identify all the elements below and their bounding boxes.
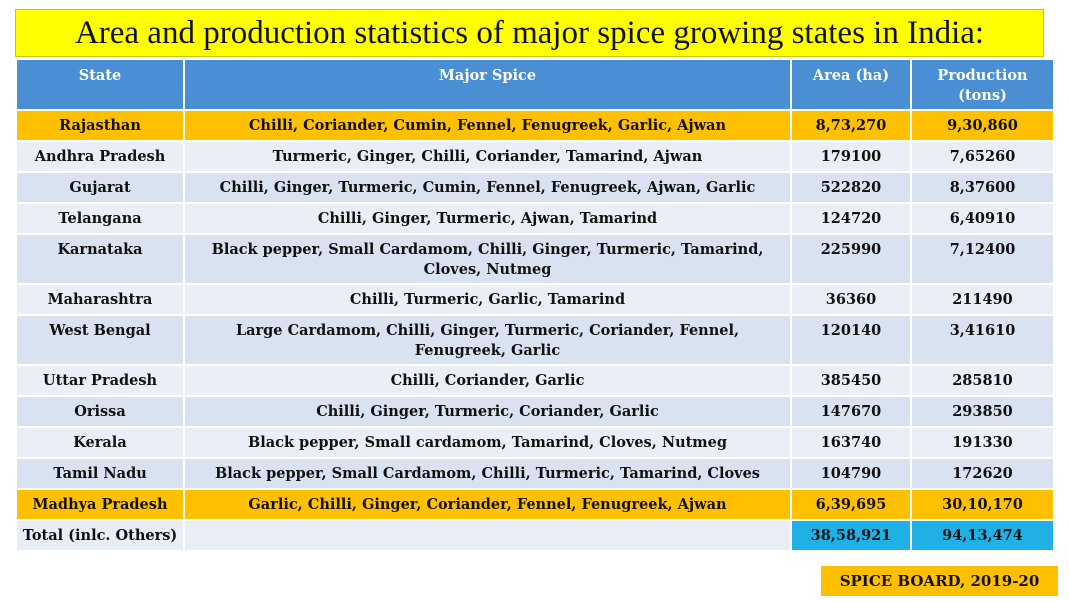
table-header-row: State Major Spice Area (ha) Production (… bbox=[15, 58, 1055, 111]
cell-area: 163740 bbox=[790, 426, 912, 459]
cell-area: 104790 bbox=[790, 457, 912, 490]
table-row: Gujarat Chilli, Ginger, Turmeric, Cumin,… bbox=[15, 171, 1055, 204]
header-state: State bbox=[15, 58, 185, 111]
cell-state: Gujarat bbox=[15, 171, 185, 204]
cell-state: Telangana bbox=[15, 202, 185, 235]
cell-state: Orissa bbox=[15, 395, 185, 428]
cell-state: Maharashtra bbox=[15, 283, 185, 316]
cell-spice: Large Cardamom, Chilli, Ginger, Turmeric… bbox=[183, 314, 792, 366]
spice-statistics-table: State Major Spice Area (ha) Production (… bbox=[15, 58, 1055, 552]
total-production: 94,13,474 bbox=[910, 519, 1055, 552]
cell-state: Madhya Pradesh bbox=[15, 488, 185, 521]
cell-spice: Chilli, Ginger, Turmeric, Ajwan, Tamarin… bbox=[183, 202, 792, 235]
cell-spice: Chilli, Turmeric, Garlic, Tamarind bbox=[183, 283, 792, 316]
table-row: Orissa Chilli, Ginger, Turmeric, Coriand… bbox=[15, 395, 1055, 428]
source-label: SPICE BOARD, 2019-20 bbox=[821, 566, 1058, 596]
cell-state: Uttar Pradesh bbox=[15, 364, 185, 397]
table-row: Karnataka Black pepper, Small Cardamom, … bbox=[15, 233, 1055, 285]
cell-production: 285810 bbox=[910, 364, 1055, 397]
cell-area: 6,39,695 bbox=[790, 488, 912, 521]
cell-state: Rajasthan bbox=[15, 109, 185, 142]
cell-production: 191330 bbox=[910, 426, 1055, 459]
cell-area: 124720 bbox=[790, 202, 912, 235]
cell-area: 522820 bbox=[790, 171, 912, 204]
cell-area: 8,73,270 bbox=[790, 109, 912, 142]
cell-area: 147670 bbox=[790, 395, 912, 428]
table-row: Rajasthan Chilli, Coriander, Cumin, Fenn… bbox=[15, 109, 1055, 142]
header-major-spice: Major Spice bbox=[183, 58, 792, 111]
cell-spice: Chilli, Coriander, Cumin, Fennel, Fenugr… bbox=[183, 109, 792, 142]
table-row: Madhya Pradesh Garlic, Chilli, Ginger, C… bbox=[15, 488, 1055, 521]
cell-spice: Black pepper, Small Cardamom, Chilli, Gi… bbox=[183, 233, 792, 285]
cell-state: West Bengal bbox=[15, 314, 185, 366]
total-area: 38,58,921 bbox=[790, 519, 912, 552]
total-spice bbox=[183, 519, 792, 552]
cell-production: 7,12400 bbox=[910, 233, 1055, 285]
cell-spice: Black pepper, Small Cardamom, Chilli, Tu… bbox=[183, 457, 792, 490]
cell-spice: Garlic, Chilli, Ginger, Coriander, Fenne… bbox=[183, 488, 792, 521]
cell-spice: Turmeric, Ginger, Chilli, Coriander, Tam… bbox=[183, 140, 792, 173]
table-row: Tamil Nadu Black pepper, Small Cardamom,… bbox=[15, 457, 1055, 490]
cell-production: 3,41610 bbox=[910, 314, 1055, 366]
cell-spice: Chilli, Ginger, Turmeric, Coriander, Gar… bbox=[183, 395, 792, 428]
cell-area: 36360 bbox=[790, 283, 912, 316]
cell-spice: Chilli, Coriander, Garlic bbox=[183, 364, 792, 397]
cell-production: 6,40910 bbox=[910, 202, 1055, 235]
table-row: Maharashtra Chilli, Turmeric, Garlic, Ta… bbox=[15, 283, 1055, 316]
cell-state: Kerala bbox=[15, 426, 185, 459]
cell-state: Andhra Pradesh bbox=[15, 140, 185, 173]
table-row: Uttar Pradesh Chilli, Coriander, Garlic … bbox=[15, 364, 1055, 397]
cell-area: 225990 bbox=[790, 233, 912, 285]
cell-area: 179100 bbox=[790, 140, 912, 173]
cell-production: 9,30,860 bbox=[910, 109, 1055, 142]
table-row: Kerala Black pepper, Small cardamom, Tam… bbox=[15, 426, 1055, 459]
cell-production: 211490 bbox=[910, 283, 1055, 316]
header-area: Area (ha) bbox=[790, 58, 912, 111]
table-row: West Bengal Large Cardamom, Chilli, Ging… bbox=[15, 314, 1055, 366]
total-row: Total (inlc. Others) 38,58,921 94,13,474 bbox=[15, 519, 1055, 552]
page-title: Area and production statistics of major … bbox=[15, 9, 1044, 57]
header-production: Production (tons) bbox=[910, 58, 1055, 111]
cell-production: 293850 bbox=[910, 395, 1055, 428]
table-row: Andhra Pradesh Turmeric, Ginger, Chilli,… bbox=[15, 140, 1055, 173]
cell-spice: Black pepper, Small cardamom, Tamarind, … bbox=[183, 426, 792, 459]
cell-state: Tamil Nadu bbox=[15, 457, 185, 490]
table-row: Telangana Chilli, Ginger, Turmeric, Ajwa… bbox=[15, 202, 1055, 235]
cell-spice: Chilli, Ginger, Turmeric, Cumin, Fennel,… bbox=[183, 171, 792, 204]
cell-production: 7,65260 bbox=[910, 140, 1055, 173]
cell-production: 8,37600 bbox=[910, 171, 1055, 204]
cell-area: 120140 bbox=[790, 314, 912, 366]
cell-area: 385450 bbox=[790, 364, 912, 397]
cell-production: 30,10,170 bbox=[910, 488, 1055, 521]
total-label: Total (inlc. Others) bbox=[15, 519, 185, 552]
cell-state: Karnataka bbox=[15, 233, 185, 285]
cell-production: 172620 bbox=[910, 457, 1055, 490]
